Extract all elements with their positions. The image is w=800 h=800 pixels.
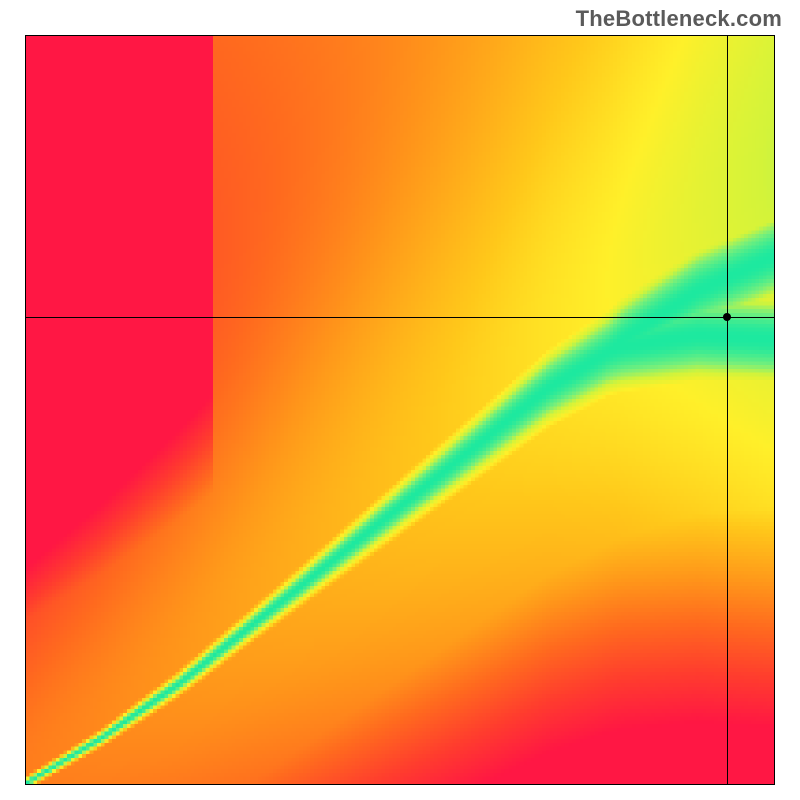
watermark-text: TheBottleneck.com — [576, 6, 782, 32]
heatmap-canvas — [26, 36, 774, 784]
marker-dot — [723, 313, 731, 321]
chart-container: TheBottleneck.com — [0, 0, 800, 800]
crosshair-vertical — [727, 36, 728, 784]
crosshair-horizontal — [26, 317, 774, 318]
plot-area — [25, 35, 775, 785]
